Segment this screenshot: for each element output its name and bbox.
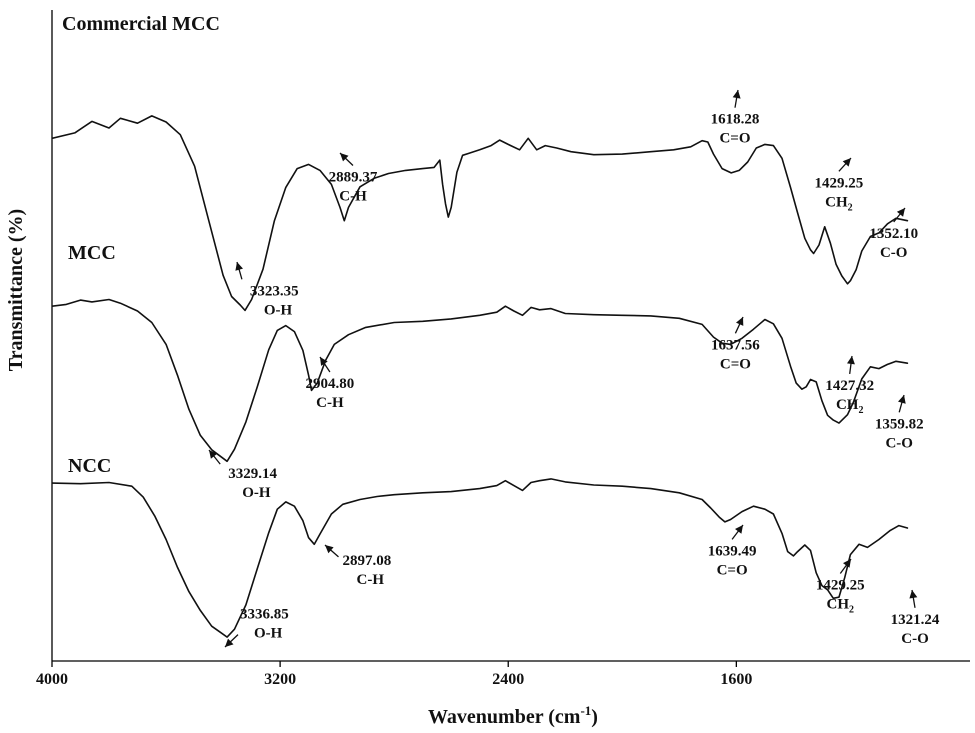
annotation-group: O-H	[254, 626, 283, 642]
annotation-value: 1429.25	[815, 175, 864, 191]
annotation-group-main: CH	[836, 397, 859, 413]
annotation-value: 2904.80	[306, 376, 355, 392]
x-tick-label: 1600	[720, 671, 752, 688]
annotation-group: C-O	[880, 245, 908, 261]
x-ticks: 4000 3200 2400 1600	[36, 661, 752, 688]
annotation-group: CH2	[827, 597, 855, 616]
annotation-value: 3336.85	[240, 607, 289, 623]
annotation-group-main: C=O	[717, 562, 748, 578]
annotation-group-main: O-H	[242, 485, 271, 501]
annotation-group-main: CH	[827, 597, 850, 613]
series-label: Commercial MCC	[62, 13, 220, 35]
annotation-group: CH2	[825, 194, 853, 213]
annotation-arrowhead	[847, 356, 855, 365]
x-tick-label: 4000	[36, 671, 68, 688]
annotation-arrowhead	[325, 545, 334, 554]
x-axis-label-close: )	[591, 706, 598, 728]
annotation-group-main: C-O	[885, 435, 913, 451]
annotation-arrowhead	[898, 395, 906, 404]
annotation-value: 1618.28	[711, 112, 760, 128]
annotation-arrowhead	[340, 153, 349, 162]
annotation-arrowhead	[235, 262, 243, 271]
spectrum-line	[52, 115, 909, 312]
spectrum-line	[52, 478, 909, 638]
annotation-value: 1637.56	[711, 337, 760, 353]
annotation-value: 3323.35	[250, 283, 299, 299]
annotation-group: C=O	[717, 562, 748, 578]
annotation-value: 2889.37	[329, 170, 378, 186]
x-axis-label-main: Wavenumber (cm	[428, 706, 581, 728]
annotation-arrowhead	[909, 590, 918, 599]
series-label: NCC	[68, 455, 111, 477]
series-label: MCC	[68, 242, 116, 264]
spectrum-line	[52, 298, 909, 463]
annotation-group: C-H	[316, 395, 344, 411]
annotation-group-main: C-H	[339, 189, 367, 205]
annotation-group-main: C=O	[720, 356, 751, 372]
y-axis-label: Transmittance (%)	[5, 209, 27, 371]
annotation-arrowhead	[896, 208, 905, 217]
annotation-group-sub: 2	[848, 202, 853, 213]
annotation-group-main: C=O	[719, 131, 750, 147]
annotation-group: C-O	[885, 435, 913, 451]
annotation-value: 1321.24	[891, 612, 940, 628]
annotation-arrowhead	[320, 357, 328, 366]
annotation-group-main: CH	[825, 194, 848, 210]
annotation-arrowhead	[225, 638, 234, 647]
annotation-group-sub: 2	[858, 405, 863, 416]
annotation-arrowhead	[843, 559, 851, 568]
annotation-group-main: O-H	[254, 626, 283, 642]
annotation-value: 1429.25	[816, 578, 865, 594]
annotation-group-main: O-H	[264, 302, 293, 318]
annotation-value: 1359.82	[875, 416, 924, 432]
annotation-group: C-O	[901, 631, 929, 647]
annotation-arrowhead	[842, 158, 851, 167]
annotation-group: CH2	[836, 397, 864, 416]
annotation-group-main: C-O	[901, 631, 929, 647]
x-axis-label: Wavenumber (cm-1)	[428, 703, 598, 728]
annotation-group: O-H	[242, 485, 271, 501]
x-axis-label-sup: -1	[580, 703, 591, 718]
annotation-value: 2897.08	[343, 553, 392, 569]
annotation-group-main: C-H	[316, 395, 344, 411]
annotation-arrowhead	[209, 450, 218, 459]
annotation-group: C-H	[357, 572, 385, 588]
annotation-arrowhead	[736, 317, 744, 326]
x-tick-label: 2400	[492, 671, 524, 688]
series-labels: Commercial MCC MCC NCC	[62, 13, 220, 477]
annotation-value: 1639.49	[708, 543, 757, 559]
annotation-group: C-H	[339, 189, 367, 205]
annotation-group: O-H	[264, 302, 293, 318]
annotation-group-sub: 2	[849, 605, 854, 616]
x-tick-label: 3200	[264, 671, 296, 688]
annotation-value: 1427.32	[825, 378, 874, 394]
annotation-arrowhead	[732, 90, 741, 99]
annotation-group-main: C-H	[357, 572, 385, 588]
annotation-arrowhead	[735, 525, 743, 534]
annotation-group: C=O	[719, 131, 750, 147]
annotation-value: 3329.14	[228, 466, 277, 482]
peak-annotations: 3323.35O-H2889.37C-H1618.28C=O1429.25CH2…	[208, 89, 940, 648]
annotation-group-main: C-O	[880, 245, 908, 261]
spectra	[52, 115, 909, 638]
annotation-value: 1352.10	[869, 226, 918, 242]
axes	[51, 10, 970, 662]
annotation-group: C=O	[720, 356, 751, 372]
